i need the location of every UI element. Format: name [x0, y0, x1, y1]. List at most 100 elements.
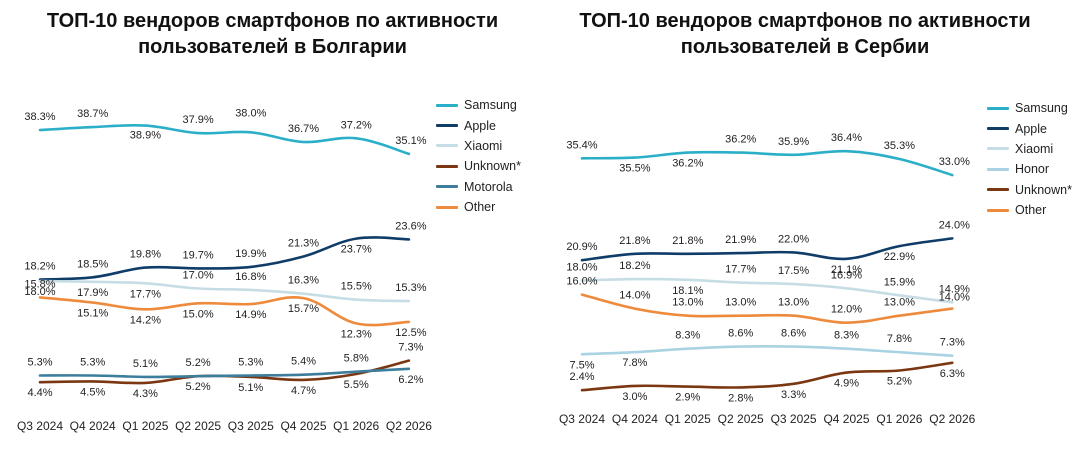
data-label: 6.2%: [398, 374, 423, 386]
legend-item-apple: Apple: [436, 115, 521, 135]
data-label: 21.3%: [288, 238, 319, 250]
data-label: 5.3%: [27, 357, 52, 369]
data-label: 12.0%: [831, 304, 862, 316]
legend-swatch: [987, 147, 1009, 151]
legend-swatch: [436, 144, 458, 148]
legend-label: Unknown*: [464, 159, 521, 174]
data-label: 35.9%: [778, 136, 809, 148]
data-label: 3.0%: [622, 391, 647, 403]
series-other: 16.0% 14.0% 13.0% 13.0% 13.0% 12.0% 13.0% 14.0%: [566, 276, 970, 325]
data-label: 4.5%: [80, 386, 105, 398]
chart-panel-bulgaria: ТОП-10 вендоров смартфонов по активности…: [17, 10, 521, 433]
x-tick-label: Q3 2025: [228, 419, 274, 433]
x-tick-label: Q4 2025: [823, 412, 869, 426]
x-tick-label: Q3 2024: [17, 419, 63, 433]
data-label: 5.5%: [344, 379, 369, 391]
x-tick-label: Q1 2026: [876, 412, 922, 426]
data-label: 35.4%: [566, 139, 597, 151]
data-label: 35.1%: [395, 135, 426, 147]
legend-label: Xiaomi: [464, 138, 503, 153]
legend-label: Xiaomi: [1015, 141, 1054, 156]
series-apple: 18.2% 18.5% 19.8% 19.7% 19.9% 21.3% 23.7% 23.6%: [24, 220, 427, 281]
legend-swatch: [987, 106, 1009, 110]
x-axis: Q3 2024 Q4 2024 Q1 2025 Q2 2025 Q3 2025 Q4 20…: [17, 419, 432, 433]
data-label: 3.3%: [781, 389, 806, 401]
x-tick-label: Q3 2024: [559, 412, 605, 426]
legend-label: Motorola: [464, 179, 513, 194]
data-label: 7.5%: [569, 359, 594, 371]
series-apple: 20.9% 21.8% 21.8% 21.9% 22.0% 21.1% 22.9% 24.0%: [566, 219, 970, 275]
data-label: 5.2%: [186, 381, 211, 393]
series-line: [38, 236, 411, 281]
data-label: 7.8%: [887, 333, 912, 345]
legend-item-unknown: Unknown*: [987, 180, 1072, 200]
x-tick-label: Q4 2024: [70, 419, 116, 433]
data-label: 38.0%: [235, 107, 266, 119]
legend-swatch: [987, 127, 1009, 131]
x-tick-label: Q2 2025: [718, 412, 764, 426]
data-label: 5.2%: [887, 376, 912, 388]
data-label: 13.0%: [884, 297, 915, 309]
data-label: 15.3%: [395, 282, 426, 294]
chart-title-line-1: ТОП-10 вендоров смартфонов по активности: [579, 10, 1031, 32]
legend-label: Samsung: [1015, 101, 1068, 116]
data-label: 36.2%: [672, 158, 703, 170]
data-label: 36.7%: [288, 123, 319, 135]
series-line: [580, 293, 954, 325]
x-tick-label: Q1 2025: [665, 412, 711, 426]
data-label: 17.7%: [130, 288, 161, 300]
data-label: 38.3%: [24, 111, 55, 123]
data-label: 21.9%: [725, 234, 756, 246]
series-line: [580, 361, 954, 392]
legend-bulgaria: Samsung Apple Xiaomi Unknown* Motorola O…: [436, 95, 521, 217]
data-label: 36.4%: [831, 132, 862, 144]
legend-item-honor: Honor: [987, 159, 1072, 179]
data-label: 22.0%: [778, 233, 809, 245]
data-label: 19.8%: [130, 249, 161, 261]
data-label: 38.7%: [77, 108, 108, 120]
data-label: 33.0%: [939, 156, 970, 168]
data-label: 15.9%: [884, 276, 915, 288]
data-label: 19.7%: [182, 249, 213, 261]
legend-label: Honor: [1015, 162, 1050, 177]
data-label: 21.1%: [831, 264, 862, 276]
data-label: 16.3%: [288, 275, 319, 287]
data-label: 2.4%: [569, 371, 594, 383]
legend-swatch: [436, 185, 458, 189]
data-label: 8.3%: [675, 330, 700, 342]
x-tick-label: Q3 2025: [771, 412, 817, 426]
data-label: 18.0%: [24, 286, 55, 298]
data-label: 5.3%: [238, 357, 263, 369]
data-label: 5.1%: [133, 358, 158, 370]
data-label: 24.0%: [939, 219, 970, 231]
legend-label: Samsung: [464, 98, 517, 113]
legend-swatch: [436, 124, 458, 128]
x-tick-label: Q4 2025: [280, 419, 326, 433]
series-samsung: 38.3% 38.7% 38.9% 37.9% 38.0% 36.7% 37.2% 35.1%: [24, 107, 427, 156]
data-label: 14.9%: [939, 283, 970, 295]
data-label: 18.0%: [566, 262, 597, 274]
data-label: 14.9%: [235, 309, 266, 321]
x-axis: Q3 2024 Q4 2024 Q1 2025 Q2 2025 Q3 2025 Q4 20…: [559, 412, 976, 426]
legend-item-samsung: Samsung: [436, 95, 521, 115]
legend-label: Unknown*: [1015, 182, 1072, 197]
series-line: [38, 279, 411, 303]
chart-title-line-2: пользователей в Сербии: [680, 36, 930, 58]
data-label: 23.7%: [341, 244, 372, 256]
series-xiaomi: 18.0% 17.9% 17.7% 17.0% 16.8% 16.3% 15.5% 15.3%: [24, 270, 427, 303]
series-unknown: 2.4% 3.0% 2.9% 2.8% 3.3% 4.9% 5.2% 6.3%: [569, 361, 965, 404]
data-label: 19.9%: [235, 248, 266, 260]
legend-label: Other: [464, 200, 496, 215]
data-label: 21.8%: [619, 235, 650, 247]
data-label: 17.5%: [778, 265, 809, 277]
chart-panel-serbia: ТОП-10 вендоров смартфонов по активности…: [545, 0, 1085, 451]
data-label: 14.2%: [130, 314, 161, 326]
x-tick-label: Q2 2026: [929, 412, 975, 426]
data-label: 17.9%: [77, 287, 108, 299]
series-motorola: 5.3% 5.3% 5.1% 5.2% 5.3% 5.4% 5.8% 6.2%: [27, 353, 423, 386]
data-label: 14.0%: [939, 292, 970, 304]
data-label: 18.1%: [672, 285, 703, 297]
data-label: 4.9%: [834, 378, 859, 390]
legend-serbia: Samsung Apple Xiaomi Honor Unknown* Othe…: [987, 98, 1072, 220]
data-label: 7.3%: [398, 342, 423, 354]
